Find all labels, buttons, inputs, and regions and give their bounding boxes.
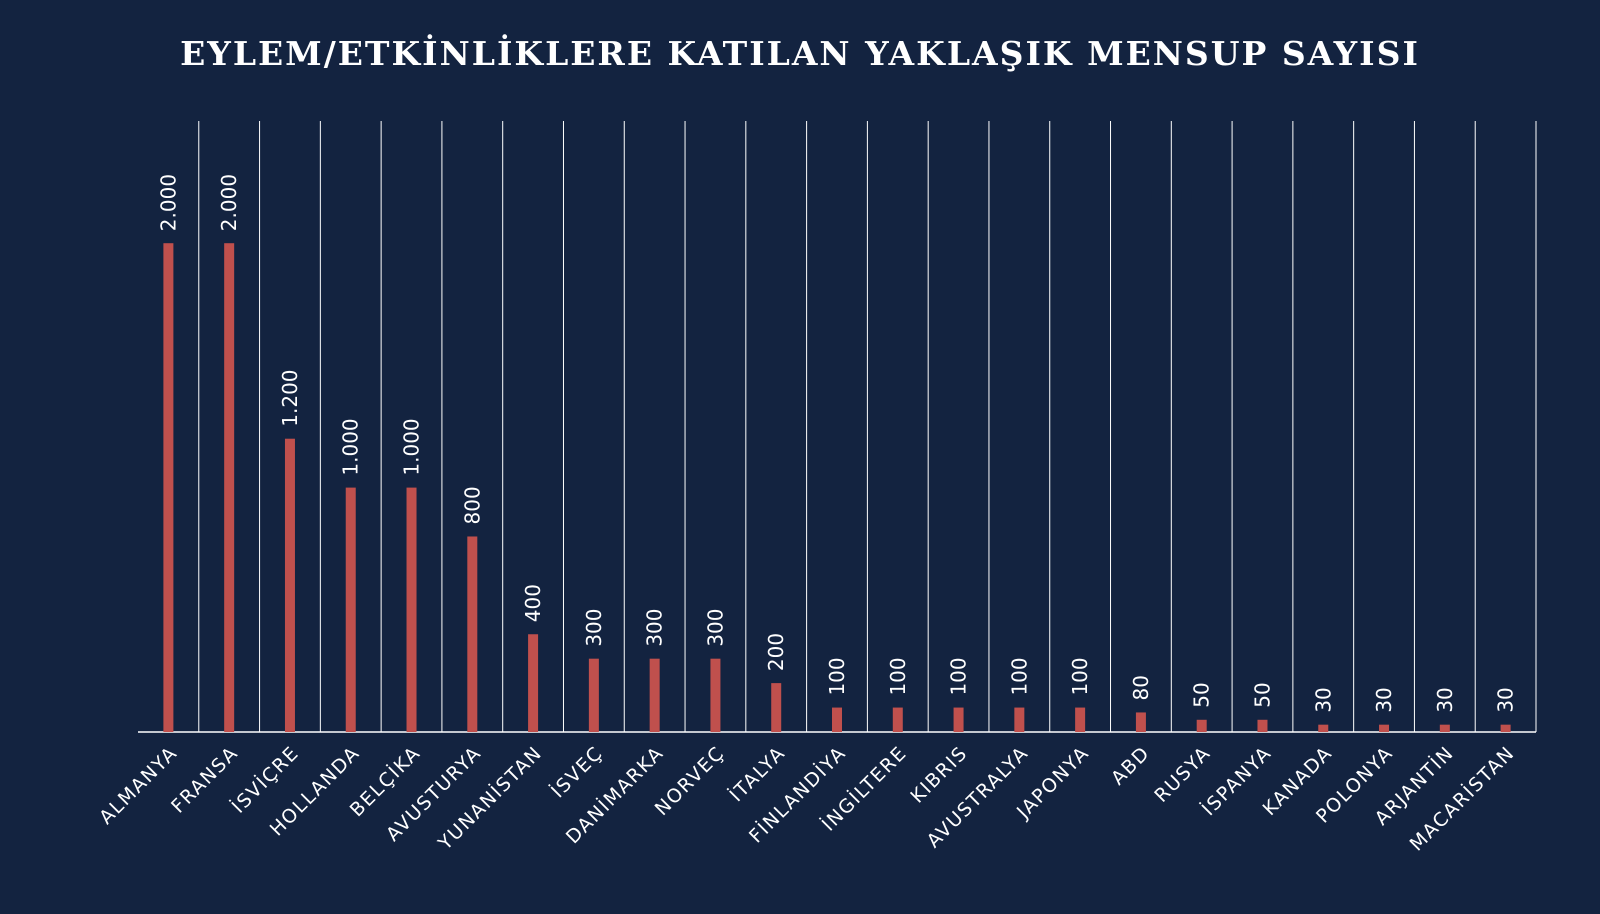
- bar: [771, 683, 782, 732]
- tick-label: İSVEÇ: [546, 741, 607, 802]
- data-label: 800: [460, 486, 484, 524]
- data-label: 1.000: [400, 418, 424, 475]
- bar: [1257, 719, 1268, 732]
- data-label: 100: [886, 657, 910, 695]
- tick-label: ABD: [1107, 742, 1154, 789]
- data-label: 2.000: [156, 174, 180, 231]
- tick-label: ALMANYA: [95, 742, 182, 829]
- bar: [528, 634, 539, 732]
- data-label: 300: [643, 608, 667, 646]
- bar: [1196, 719, 1207, 732]
- tick-label: MACARİSTAN: [1405, 741, 1519, 855]
- bar: [1439, 724, 1450, 732]
- bar: [1318, 724, 1329, 732]
- bar: [1500, 724, 1511, 732]
- data-label: 200: [764, 633, 788, 671]
- bar: [1075, 707, 1086, 732]
- data-label: 80: [1129, 675, 1153, 700]
- data-label: 50: [1190, 682, 1214, 707]
- data-label: 1.000: [339, 418, 363, 475]
- data-label: 50: [1250, 682, 1274, 707]
- bar: [892, 707, 903, 732]
- data-label: 100: [1068, 657, 1092, 695]
- tick-label: YUNANİSTAN: [433, 741, 547, 855]
- data-label: 30: [1311, 687, 1335, 712]
- data-label: 300: [582, 608, 606, 646]
- bar: [1014, 707, 1025, 732]
- bar: [284, 438, 295, 732]
- data-label: 400: [521, 584, 545, 622]
- data-label: 30: [1433, 687, 1457, 712]
- bar: [953, 707, 964, 732]
- data-label: 300: [703, 608, 727, 646]
- bar: [1135, 712, 1146, 732]
- bar: [588, 658, 599, 732]
- data-label: 1.200: [278, 369, 302, 426]
- bar: [1379, 724, 1390, 732]
- bar: [832, 707, 842, 732]
- bar: [406, 487, 417, 732]
- bar: [345, 487, 356, 732]
- data-label: 100: [1007, 657, 1031, 695]
- data-label: 2.000: [217, 174, 241, 231]
- bar: [224, 243, 235, 732]
- data-label: 30: [1494, 687, 1518, 712]
- bar: [163, 243, 174, 732]
- data-label: 100: [947, 657, 971, 695]
- chart-title: EYLEM/ETKİNLİKLERE KATILAN YAKLAŞIK MENS…: [180, 34, 1420, 73]
- bar: [467, 536, 478, 732]
- data-label: 100: [825, 657, 849, 695]
- data-label: 30: [1372, 687, 1396, 712]
- bar: [649, 658, 660, 732]
- bar: [710, 658, 721, 732]
